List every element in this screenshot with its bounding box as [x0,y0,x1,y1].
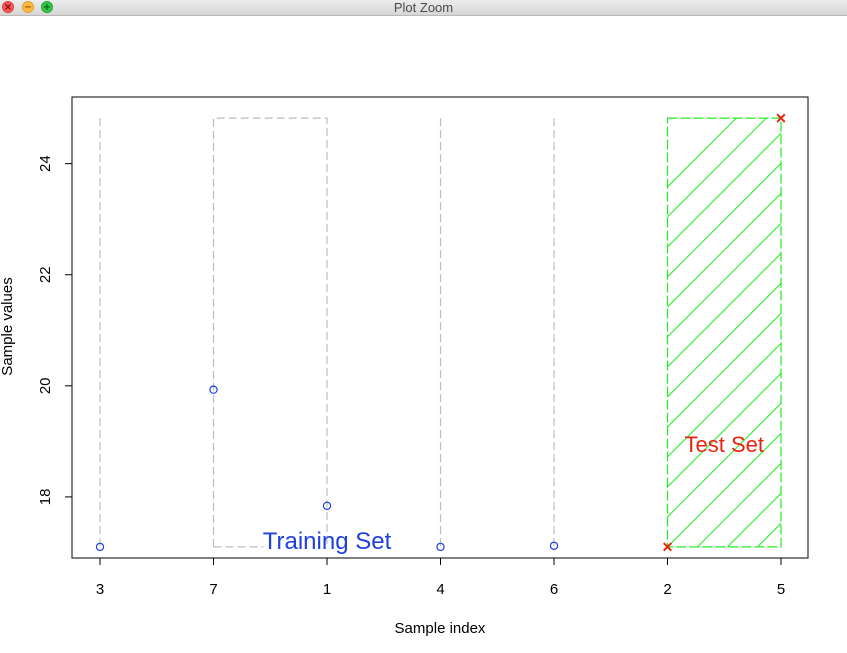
hatch-line [697,462,781,547]
test-point [662,542,673,552]
y-axis: 18 20 22 24 [37,155,73,506]
test-set-label: Test Set [685,432,764,457]
hatch-line [667,162,781,278]
hatch-line [757,522,781,547]
window-title: Plot Zoom [393,0,454,15]
training-dashed-lines [99,117,555,548]
x-tick-label: 6 [550,581,558,598]
x-tick-label: 7 [209,581,217,598]
hatch-line [818,118,847,547]
hatch-line [667,402,781,518]
training-point [209,385,218,394]
hatch-line [667,252,781,368]
maximize-window-icon[interactable]: + [41,1,53,13]
x-tick-label: 3 [96,581,104,598]
minimize-window-icon[interactable]: − [22,1,34,13]
training-point [322,501,332,510]
y-tick-label: 22 [37,266,54,283]
x-axis-label: Sample index [395,620,486,637]
training-point [549,541,559,550]
training-dashed-box [212,117,328,547]
hatch-line [727,492,781,547]
y-tick-label: 24 [37,155,54,172]
data-points [95,113,786,552]
x-axis: 3 7 1 4 6 2 5 [96,557,785,598]
annotations: Training Set Test Set [263,432,764,555]
window-titlebar: × − + Plot Zoom [0,0,847,16]
plot-canvas: Training Set Test Set 3 7 1 4 6 2 5 18 20 22 24 S… [0,96,847,637]
test-point-stroke [662,542,673,552]
hatch-line [667,118,767,218]
hatch-line [667,282,781,398]
y-axis-label: Sample values [0,277,16,375]
hatch-line [667,312,781,428]
hatch-line [667,222,781,338]
hatch-line [667,132,781,248]
training-point [436,542,445,552]
close-window-icon[interactable]: × [2,1,14,13]
y-tick-label: 20 [37,377,54,394]
x-tick-label: 1 [323,581,331,598]
test-region-border [666,117,782,548]
y-tick-label: 18 [37,489,54,506]
x-tick-label: 2 [663,581,671,598]
test-region-hatch [667,118,847,547]
test-region [666,117,847,548]
test-point [776,113,786,123]
hatch-line [667,342,781,458]
hatch-line [788,118,847,547]
x-tick-label: 4 [436,581,444,598]
training-set-label: Training Set [263,528,392,555]
test-point-stroke [776,113,786,123]
hatch-line [667,192,781,308]
hatch-line [667,372,781,488]
x-tick-label: 5 [777,581,785,598]
training-point [95,542,105,552]
hatch-line [667,432,781,547]
